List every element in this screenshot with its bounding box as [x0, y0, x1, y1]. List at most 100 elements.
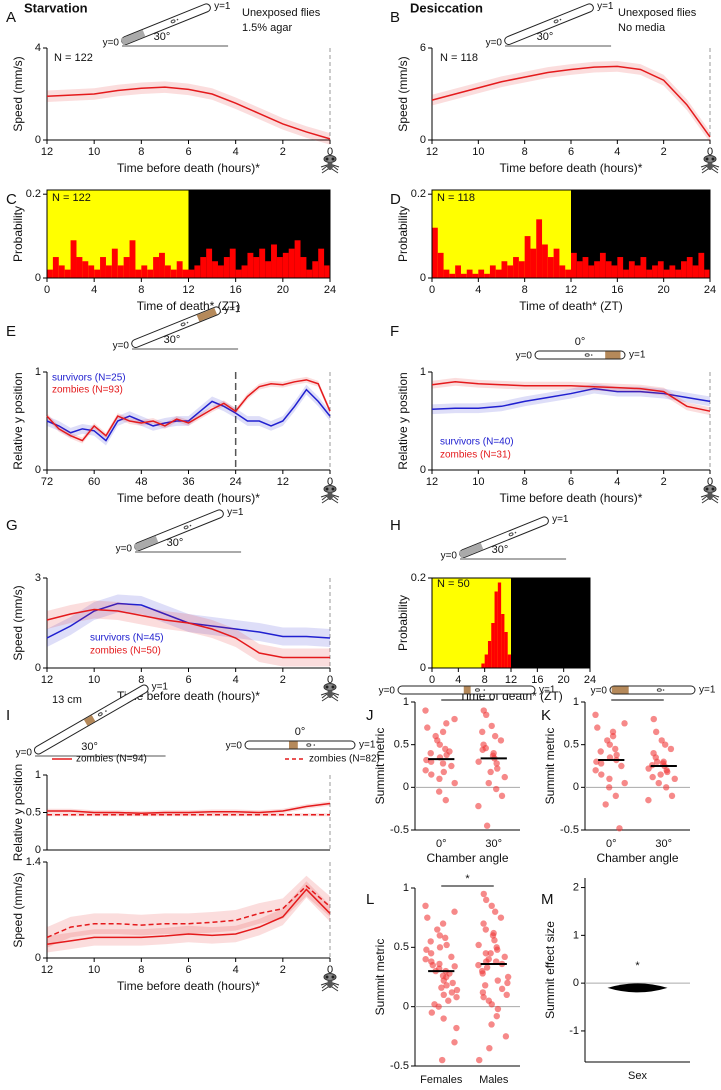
panel-letter: K: [541, 707, 551, 724]
point: [480, 890, 487, 898]
point: [501, 953, 508, 961]
series-line: [46, 388, 331, 442]
bar: [481, 663, 485, 668]
bar: [188, 269, 195, 278]
bar: [495, 269, 502, 278]
point: [497, 914, 505, 921]
fly: [656, 688, 662, 692]
bar: [542, 244, 548, 278]
icon-part: [325, 975, 329, 979]
bar: [111, 248, 118, 278]
schematic-label: y=1: [359, 740, 376, 751]
y-tick-label: 1: [573, 929, 579, 941]
y-axis-label: Probability: [11, 206, 25, 262]
schematic-label: y=0: [591, 686, 608, 697]
point: [428, 771, 435, 778]
bar: [159, 252, 165, 278]
bar: [704, 269, 710, 278]
panel-letter: A: [6, 9, 16, 26]
x-tick-label: Females: [420, 1074, 463, 1086]
point: [480, 920, 487, 927]
point: [435, 1003, 442, 1010]
icon-part: [325, 487, 329, 491]
y-tick-label: 0: [573, 977, 579, 989]
bar: [460, 273, 467, 278]
point: [503, 991, 510, 998]
point: [436, 960, 443, 968]
bar: [141, 265, 148, 278]
point: [432, 732, 439, 740]
icon-part: [327, 980, 333, 988]
bar: [507, 654, 511, 668]
icon-part: [711, 487, 715, 491]
point: [497, 737, 505, 744]
point: [481, 982, 489, 989]
bar: [147, 269, 154, 278]
fly: [483, 689, 486, 691]
schematic-tube: [609, 685, 696, 695]
point: [494, 765, 501, 772]
y-axis-label: Speed (mm/s): [11, 872, 25, 947]
fly: [170, 19, 176, 24]
point: [429, 961, 437, 969]
y-tick-label: 0.5: [26, 806, 41, 818]
bar: [253, 257, 260, 278]
y-tick-label: 1: [573, 696, 579, 708]
icon-part: [331, 157, 335, 161]
point: [436, 944, 444, 951]
x-tick-label: 6: [185, 674, 191, 686]
y-axis-label: Relative y position: [11, 764, 25, 861]
x-tick-label: 2: [280, 964, 286, 976]
point: [423, 946, 430, 953]
icon-part: [700, 494, 720, 504]
panel-letter: H: [390, 517, 401, 534]
panel-letter: M: [541, 891, 554, 908]
point: [439, 760, 447, 767]
frame: [431, 189, 711, 279]
fly: [553, 19, 559, 24]
bar: [507, 265, 514, 278]
bar: [437, 252, 444, 278]
x-tick-label: 10: [88, 674, 100, 686]
y-tick-label: 0: [35, 134, 41, 146]
y-tick-label: 0.2: [26, 188, 41, 200]
bar: [217, 265, 224, 278]
point: [488, 1021, 495, 1028]
schematic-label: y=1: [152, 682, 169, 693]
bar: [588, 265, 595, 278]
point: [493, 1012, 500, 1020]
point: [498, 792, 506, 800]
series-line: [46, 86, 331, 140]
point: [658, 737, 665, 744]
bar: [487, 641, 492, 668]
icon-part: [320, 982, 340, 992]
bar: [518, 261, 525, 278]
x-tick-label: 0: [707, 146, 713, 158]
point: [434, 926, 441, 933]
fly: [590, 354, 593, 356]
schematic-angle: 0°: [295, 726, 306, 738]
bar: [617, 257, 624, 278]
y-tick-label: 0: [35, 464, 41, 476]
bar: [559, 265, 566, 278]
point: [650, 715, 657, 723]
x-tick-label: 10: [472, 146, 484, 158]
icon-part: [327, 690, 333, 698]
x-tick-label: 20: [558, 674, 570, 686]
point: [476, 1056, 483, 1064]
bar: [652, 265, 658, 278]
point: [504, 979, 511, 987]
y-tick-label: 0: [420, 662, 426, 674]
tube-fill: [196, 307, 217, 322]
y-axis-label: Speed (mm/s): [11, 585, 25, 660]
point: [453, 993, 460, 1001]
point: [661, 741, 669, 748]
point: [657, 771, 664, 778]
schematic-angle: 30°: [492, 544, 509, 556]
point: [451, 779, 458, 787]
x-tick-label: 0: [327, 964, 333, 976]
bar: [135, 269, 142, 278]
point: [594, 724, 601, 731]
point: [448, 989, 456, 996]
point: [606, 775, 613, 782]
